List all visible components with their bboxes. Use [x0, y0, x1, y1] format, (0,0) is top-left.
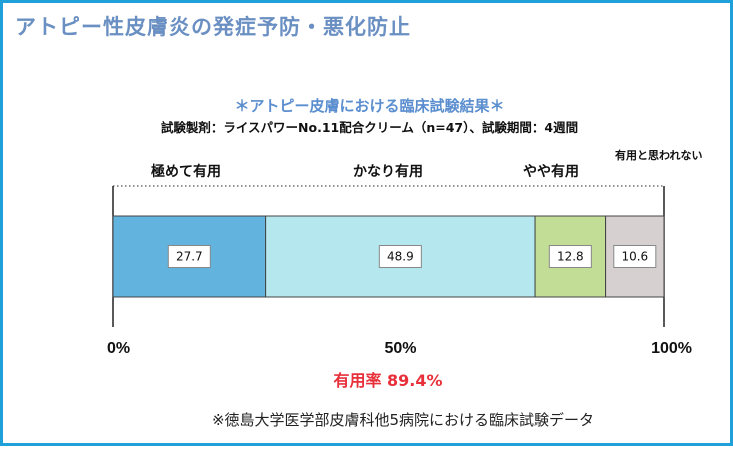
value-label-3: 10.6: [621, 250, 648, 264]
x-tick-label-0: 0%: [107, 340, 130, 357]
x-tick-label-1: 50%: [384, 340, 416, 357]
category-label-extremely-useful: 極めて有用: [151, 164, 221, 180]
value-label-0: 27.7: [176, 250, 203, 264]
category-label-slightly-useful: やや有用: [523, 164, 579, 180]
footnote: ※徳島大学医学部皮膚科他5病院における臨床試験データ: [211, 411, 595, 429]
chart-subtitle: ＊アトピー皮膚における臨床試験結果＊: [234, 97, 505, 115]
value-label-box-1: [378, 245, 422, 268]
value-label-box-3: [613, 245, 657, 268]
value-label-box-2: [548, 245, 592, 268]
stacked-bar-chart: 27.7 48.9 12.8 10.6 0% 50% 100%: [107, 185, 692, 357]
x-tick-label-2: 100%: [651, 340, 692, 357]
category-label-fairly-useful: かなり有用: [353, 164, 423, 180]
category-label-not-useful: 有用と思われない: [615, 149, 703, 162]
value-label-2: 12.8: [557, 250, 584, 264]
value-label-box-0: [167, 245, 211, 268]
study-description: 試験製剤：ライスパワーNo.11配合クリーム（n=47）、試験期間：4週間: [160, 120, 579, 135]
page-title: アトピー性皮膚炎の発症予防・悪化防止: [15, 15, 411, 39]
value-label-1: 48.9: [387, 250, 414, 264]
effective-rate: 有用率 89.4%: [333, 371, 443, 390]
